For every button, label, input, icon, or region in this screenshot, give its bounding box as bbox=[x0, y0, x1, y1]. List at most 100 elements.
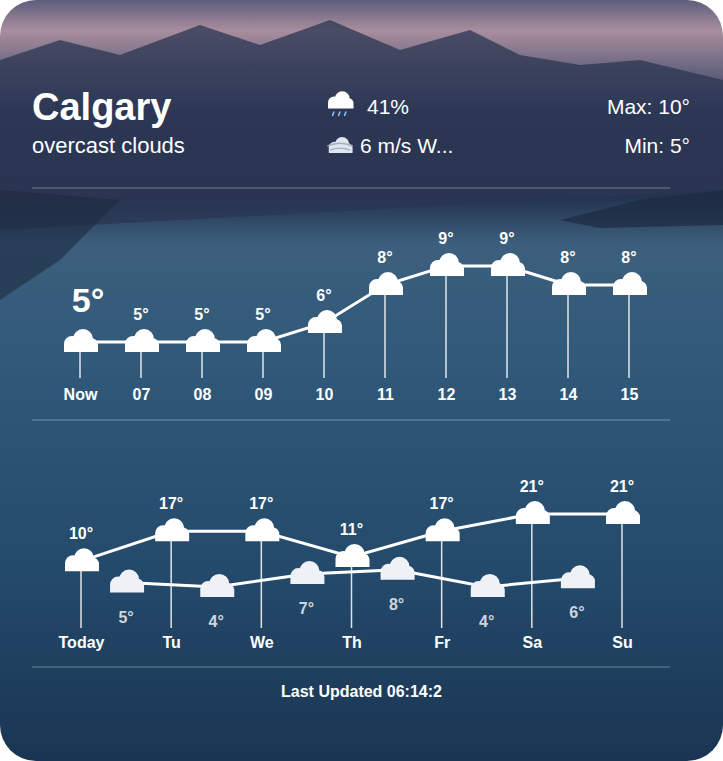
x-tick: 13 bbox=[499, 386, 517, 403]
data-label: 10° bbox=[69, 525, 93, 542]
data-label: 6° bbox=[316, 287, 331, 304]
drop-line bbox=[621, 514, 623, 628]
point-marker bbox=[606, 501, 640, 524]
data-label: 17° bbox=[159, 495, 183, 512]
city: Calgary bbox=[32, 86, 171, 128]
point-marker bbox=[64, 329, 98, 352]
last-updated: Last Updated 06:14:2 bbox=[281, 683, 442, 700]
data-label: 8° bbox=[621, 249, 636, 266]
rain-icon bbox=[328, 91, 354, 116]
data-label: 5° bbox=[72, 281, 105, 319]
x-tick-label: 11 bbox=[377, 386, 394, 403]
header: Calgaryovercast clouds41%6 m/s W...Max: … bbox=[32, 86, 690, 158]
drop-line bbox=[384, 285, 386, 378]
plot-area bbox=[64, 253, 647, 352]
x-tick-label: Fr bbox=[434, 634, 450, 651]
data-label: 21° bbox=[520, 478, 544, 495]
data-label: 17° bbox=[430, 495, 454, 512]
x-tick-label: 10 bbox=[316, 386, 334, 403]
x-tick: Now bbox=[64, 386, 98, 403]
data-label: 4° bbox=[209, 613, 224, 630]
data-label: 8° bbox=[560, 249, 575, 266]
point-marker bbox=[125, 329, 159, 352]
mountains bbox=[0, 20, 723, 230]
x-tick: 07 bbox=[133, 386, 151, 403]
x-axis: Now 07 08 09 10 11 12 13 14 15 bbox=[64, 386, 639, 403]
drop-line bbox=[80, 561, 82, 628]
x-tick-label: 07 bbox=[133, 386, 151, 403]
point-marker bbox=[381, 557, 415, 580]
data-labels: 5° 5° 5° 5° 6° 8° 9° 9° 8° 8° bbox=[72, 230, 637, 323]
data-label: 9° bbox=[499, 230, 514, 247]
point-marker bbox=[110, 570, 144, 593]
x-tick: 11 bbox=[377, 386, 394, 403]
x-tick-label: Th bbox=[342, 634, 362, 651]
drop-line bbox=[531, 514, 533, 628]
x-tick-label: Sa bbox=[523, 634, 543, 651]
x-tick: Today bbox=[59, 634, 105, 651]
data-label: 7° bbox=[299, 600, 314, 617]
drop-line bbox=[567, 285, 569, 378]
data-label: 8° bbox=[377, 249, 392, 266]
point-marker bbox=[200, 574, 234, 597]
x-tick: 08 bbox=[194, 386, 212, 403]
x-tick-label: Now bbox=[64, 386, 98, 403]
data-label: 21° bbox=[610, 478, 634, 495]
point-marker bbox=[308, 310, 342, 333]
x-tick: Tu bbox=[162, 634, 180, 651]
drop-line bbox=[170, 531, 172, 628]
data-label: 17° bbox=[249, 495, 273, 512]
separator bbox=[32, 187, 670, 188]
point-marker bbox=[491, 253, 525, 276]
drop-line bbox=[506, 266, 508, 378]
point-marker bbox=[430, 253, 464, 276]
card: Calgaryovercast clouds41%6 m/s W...Max: … bbox=[0, 0, 723, 761]
x-tick-label: We bbox=[250, 634, 274, 651]
point-marker bbox=[336, 544, 370, 567]
point-marker bbox=[186, 329, 220, 352]
drop-line bbox=[351, 557, 353, 628]
condition: overcast clouds bbox=[32, 133, 185, 158]
point-marker bbox=[426, 518, 460, 541]
data-label: 5° bbox=[255, 306, 270, 323]
x-tick: Th bbox=[342, 634, 362, 651]
data-label: 5° bbox=[133, 306, 148, 323]
data-labels: 5°4°7°8°4°6°10°17°17°11°17°21°21° bbox=[69, 478, 634, 630]
series-line bbox=[80, 266, 629, 342]
x-tick: Su bbox=[612, 634, 632, 651]
point-marker bbox=[471, 574, 505, 597]
background bbox=[0, 0, 723, 761]
point-marker bbox=[613, 272, 647, 295]
data-label: 6° bbox=[569, 604, 584, 621]
drop-line bbox=[445, 266, 447, 378]
x-tick: We bbox=[250, 634, 274, 651]
data-label: 5° bbox=[194, 306, 209, 323]
x-tick-label: Today bbox=[59, 634, 105, 651]
x-tick-label: Tu bbox=[162, 634, 180, 651]
precipitation: 41% bbox=[367, 95, 409, 118]
x-tick-label: 14 bbox=[560, 386, 578, 403]
min-temp: Min: 5° bbox=[624, 134, 690, 157]
chart: 5° 5° 5° 5° 6° 8° 9° 9° 8° 8° Now 07 08 09 10 11 12 13 14 1… bbox=[64, 230, 647, 403]
widget: Calgaryovercast clouds41%6 m/s W...Max: … bbox=[0, 0, 723, 761]
x-tick-label: 12 bbox=[438, 386, 456, 403]
data-label: 8° bbox=[389, 596, 404, 613]
x-tick: Fr bbox=[434, 634, 450, 651]
point-marker bbox=[290, 561, 324, 584]
wind: 6 m/s W... bbox=[360, 134, 453, 157]
x-tick-label: 08 bbox=[194, 386, 212, 403]
point-marker bbox=[155, 518, 189, 541]
point-marker bbox=[247, 329, 281, 352]
x-tick: 10 bbox=[316, 386, 334, 403]
x-tick-label: Su bbox=[612, 634, 632, 651]
drop-lines bbox=[81, 514, 622, 628]
x-tick: 14 bbox=[560, 386, 578, 403]
data-label: 9° bbox=[438, 230, 453, 247]
x-tick-label: 15 bbox=[621, 386, 639, 403]
x-tick-label: 09 bbox=[255, 386, 273, 403]
separator bbox=[32, 419, 670, 420]
point-marker bbox=[369, 272, 403, 295]
x-tick: 09 bbox=[255, 386, 273, 403]
data-label: 11° bbox=[340, 521, 363, 538]
point-marker bbox=[516, 501, 550, 524]
